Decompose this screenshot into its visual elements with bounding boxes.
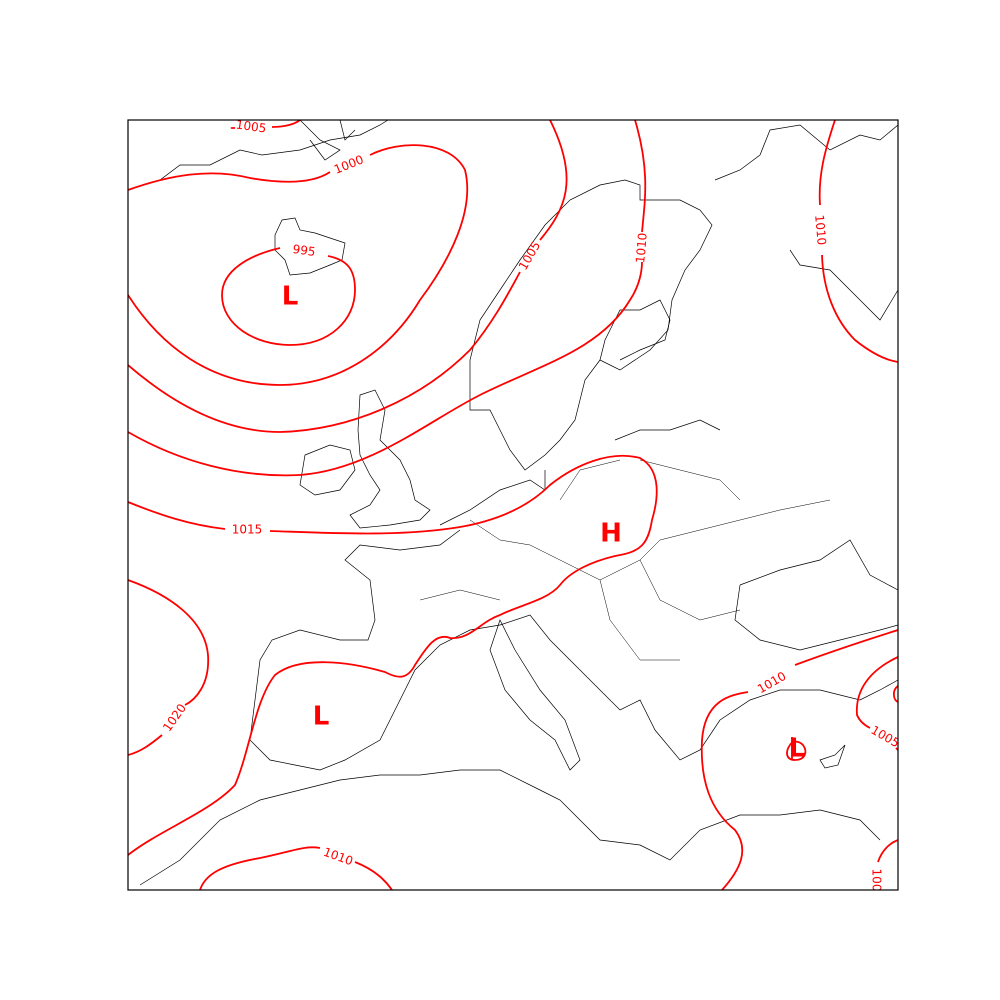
britain-coast — [349, 389, 431, 529]
isobar-label-1005-norway: 1005 — [516, 239, 543, 272]
isobar-label-995: 995 — [292, 242, 317, 259]
isobar-turkey-loop — [786, 737, 807, 761]
russia-north-coast — [714, 124, 898, 321]
isobar-1010-turkey — [700, 629, 898, 890]
isobar-1005-north — [230, 120, 301, 129]
isobar-1020 — [128, 579, 209, 756]
isobar-label-1010-finland: 1010 — [633, 232, 650, 264]
greenland-coast — [128, 120, 389, 191]
isobars — [128, 120, 898, 890]
italy-coast — [489, 619, 581, 771]
isobar-1005-southeast — [877, 839, 898, 863]
isobar-label-1010-russia: 1010 — [812, 214, 829, 246]
isobar-label-1005-east: 1005 — [869, 723, 902, 750]
isobar-label-1000: 1000 — [332, 152, 366, 176]
isobar-label-1020: 1020 — [160, 701, 189, 734]
low-center-iberia: L — [313, 702, 330, 732]
isobar-1000 — [128, 144, 469, 386]
low-center-iceland: L — [282, 282, 299, 312]
country-borders — [419, 459, 831, 661]
greenland-east-coast — [299, 120, 356, 161]
scandinavia-coast — [469, 179, 713, 471]
isobar-small-east — [892, 685, 898, 703]
map-frame — [127, 119, 899, 891]
isobar-label-100x-partial: 100 — [870, 869, 884, 892]
ireland-coast — [299, 444, 356, 496]
isobar-1010-west — [128, 120, 647, 477]
pressure-centers: L H L L — [282, 282, 806, 764]
isobar-label-1005-north: 1005 — [235, 117, 267, 135]
iceland-coast — [274, 217, 346, 276]
isobar-1015 — [128, 454, 658, 856]
high-center-central-europe: H — [600, 519, 622, 549]
black-sea-coast — [734, 539, 898, 651]
isobar-label-1010-turkey: 1010 — [755, 669, 788, 696]
isobar-labels: 1005 1000 995 1005 1010 1010 1015 1020 1… — [160, 117, 902, 892]
continent-coast — [249, 470, 898, 771]
isobar-995 — [221, 247, 356, 346]
isobar-1010-russia — [818, 120, 898, 363]
low-center-turkey: L — [789, 734, 806, 764]
isobar-1005 — [128, 120, 568, 433]
africa-coast — [139, 769, 881, 886]
coastlines — [128, 120, 898, 886]
cyprus-coast — [819, 744, 846, 769]
finland-baltic-coast — [599, 299, 721, 441]
isobar-label-1010-africa: 1010 — [321, 845, 354, 869]
isobar-label-1015: 1015 — [232, 523, 263, 537]
isobar-1010-africa — [199, 846, 393, 890]
